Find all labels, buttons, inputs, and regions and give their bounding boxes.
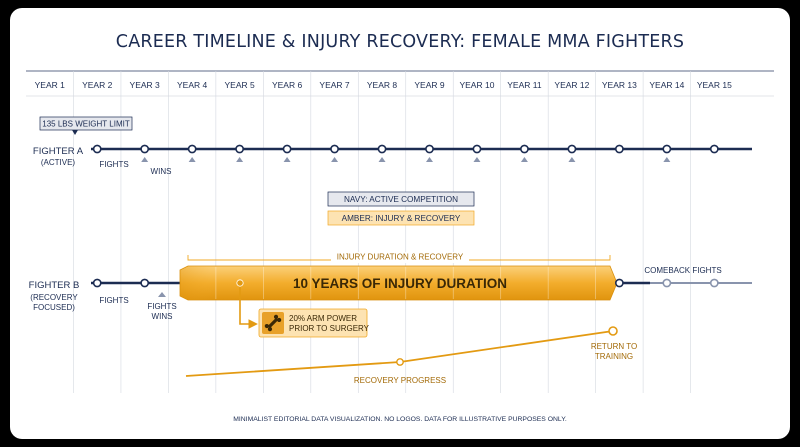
win-up-arrow-icon — [568, 157, 576, 162]
page-title: CAREER TIMELINE & INJURY RECOVERY: FEMAL… — [115, 32, 685, 52]
fighter-b-fight-node — [140, 278, 150, 288]
year-labels: YEAR 1 YEAR 2 YEAR 3 YEAR 4 YEAR 5 YEAR 6 YEAR… — [35, 80, 732, 90]
year-label: YEAR 14 — [649, 80, 684, 90]
fighter-a-fight-node — [282, 144, 292, 154]
fighter-a-fight-node — [425, 144, 434, 154]
tag-pointer-icon — [72, 130, 78, 135]
win-up-arrow-icon — [283, 157, 291, 162]
recovery-midpoint-node — [396, 358, 404, 366]
fighter-a-win-markers — [141, 157, 671, 162]
win-up-arrow-icon — [188, 157, 196, 162]
fighter-a-fight-node — [92, 144, 102, 154]
weight-limit-label: 135 LBS WEIGHT LIMIT — [42, 120, 130, 129]
return-label-1: RETURN TO — [591, 342, 637, 351]
fighter-a-name: FIGHTER A — [33, 146, 84, 157]
fighter-a-fight-node — [187, 144, 197, 154]
return-to-training-node — [608, 326, 618, 336]
comeback-fight-node — [662, 278, 672, 288]
fighter-b-fight-nodes — [92, 278, 719, 288]
fighter-b-fights-wins-2: WINS — [152, 312, 173, 321]
legend-navy-label: NAVY: ACTIVE COMPETITION — [344, 195, 458, 204]
legend: NAVY: ACTIVE COMPETITION AMBER: INJURY &… — [327, 191, 475, 226]
year-label: YEAR 8 — [367, 80, 398, 90]
infographic-card: CAREER TIMELINE & INJURY RECOVERY: FEMAL… — [10, 8, 790, 439]
fighter-a-fight-node — [330, 144, 339, 154]
fighter-a-fight-node — [472, 144, 482, 154]
fighter-b-sub-1: (RECOVERY — [30, 293, 78, 302]
fighter-b-fights-label: FIGHTS — [99, 296, 128, 305]
fighter-a-fight-node — [377, 144, 387, 154]
year-gridlines — [73, 71, 691, 393]
weight-limit-tag: 135 LBS WEIGHT LIMIT — [39, 116, 133, 135]
fighter-a-wins-label: WINS — [151, 167, 172, 176]
win-up-arrow-icon — [236, 157, 244, 162]
win-up-arrow-icon — [331, 157, 339, 162]
injury-callout: 20% ARM POWER PRIOR TO SURGERY — [236, 279, 370, 338]
fighter-a-fight-node — [567, 144, 577, 154]
win-up-arrow-icon — [425, 157, 433, 162]
year-label: YEAR 6 — [272, 80, 303, 90]
fighter-b-name: FIGHTER B — [29, 280, 80, 291]
fighter-a-sub: (ACTIVE) — [41, 158, 76, 167]
fighter-b-up-arrow-icon — [158, 292, 166, 297]
fighter-b-sub-2: FOCUSED) — [33, 303, 75, 312]
fighter-b-fight-node — [92, 278, 102, 288]
injury-band: 10 YEARS OF INJURY DURATION — [179, 265, 618, 301]
injury-band-label: 10 YEARS OF INJURY DURATION — [293, 276, 507, 291]
year-label: YEAR 4 — [177, 80, 208, 90]
win-up-arrow-icon — [663, 157, 671, 162]
injury-bracket: INJURY DURATION & RECOVERY — [187, 252, 611, 263]
comeback-fight-node — [709, 278, 719, 288]
comeback-fight-node — [614, 278, 624, 288]
recovery-progress: RECOVERY PROGRESS RETURN TO TRAINING — [185, 326, 637, 385]
win-up-arrow-icon — [520, 157, 528, 162]
recovery-progress-line — [185, 330, 614, 377]
year-label: YEAR 1 — [35, 80, 66, 90]
bone-glyph — [264, 314, 282, 332]
win-up-arrow-icon — [473, 157, 481, 162]
fighter-a-fight-node — [520, 144, 529, 154]
footer-note: MINIMALIST EDITORIAL DATA VISUALIZATION.… — [233, 416, 567, 423]
comeback-label: COMEBACK FIGHTS — [644, 266, 721, 275]
year-label: YEAR 5 — [224, 80, 255, 90]
fighter-a-fight-nodes — [92, 144, 719, 154]
year-label: YEAR 13 — [602, 80, 637, 90]
year-label: YEAR 15 — [697, 80, 732, 90]
year-label: YEAR 2 — [82, 80, 113, 90]
arm-power-line-1: 20% ARM POWER — [289, 314, 357, 323]
fighter-b-fights-wins-1: FIGHTS — [147, 302, 176, 311]
year-label: YEAR 9 — [414, 80, 445, 90]
arm-power-line-2: PRIOR TO SURGERY — [289, 324, 370, 333]
win-up-arrow-icon — [378, 157, 386, 162]
year-label: YEAR 11 — [507, 80, 542, 90]
timeline-diagram: YEAR 1 YEAR 2 YEAR 3 YEAR 4 YEAR 5 YEAR 6 YEAR… — [26, 70, 774, 423]
fighter-a-fight-node — [614, 144, 624, 154]
legend-navy-swatch — [327, 191, 475, 207]
fighter-a-fight-node — [709, 144, 719, 154]
fighter-a-fight-node — [235, 144, 245, 154]
recovery-progress-label: RECOVERY PROGRESS — [354, 376, 446, 385]
legend-amber-swatch — [327, 210, 475, 226]
legend-amber-label: AMBER: INJURY & RECOVERY — [342, 214, 461, 223]
injury-bracket-label: INJURY DURATION & RECOVERY — [337, 253, 464, 262]
year-label: YEAR 12 — [554, 80, 589, 90]
return-label-2: TRAINING — [595, 352, 633, 361]
fighter-a-fight-node — [662, 144, 672, 154]
year-label: YEAR 3 — [130, 80, 161, 90]
year-label: YEAR 7 — [319, 80, 350, 90]
fighter-a-fights-label: FIGHTS — [99, 160, 128, 169]
fighter-a-fight-node — [140, 144, 150, 154]
injury-onset-node — [236, 279, 244, 287]
injury-band-year-dividers — [215, 267, 596, 299]
year-label: YEAR 10 — [459, 80, 494, 90]
win-up-arrow-icon — [141, 157, 149, 162]
